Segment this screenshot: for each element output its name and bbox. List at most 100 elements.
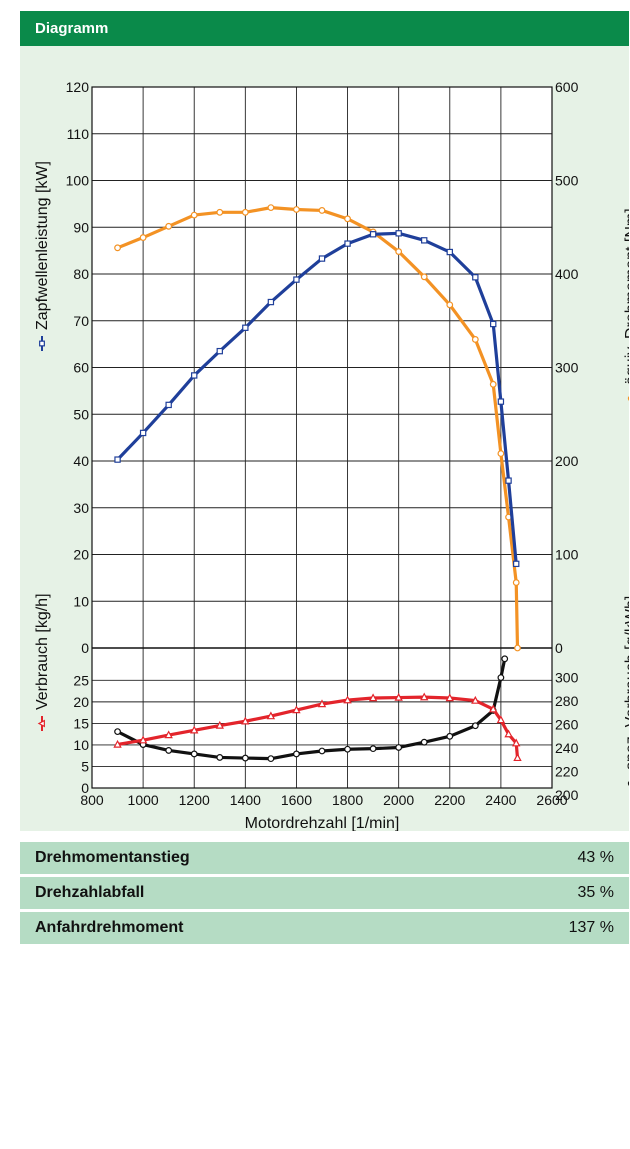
y2-tick-label: 0 [555, 640, 563, 656]
data-point [497, 674, 505, 681]
data-point [394, 692, 403, 701]
data-point [293, 206, 300, 213]
data-point [471, 695, 480, 704]
data-point [446, 248, 453, 256]
y-axis-title-right-bottom: spez. Verbrauch [g/kWh] [623, 596, 629, 787]
y-tick-label: 50 [73, 406, 89, 422]
data-point [343, 695, 352, 704]
x-tick-label: 1200 [179, 792, 210, 808]
y-tick-label: 60 [73, 360, 89, 376]
data-point [369, 231, 377, 238]
data-point [164, 730, 173, 739]
data-point [241, 754, 249, 762]
y-tick-label: 70 [73, 313, 89, 329]
data-point [241, 716, 250, 725]
data-point [241, 208, 249, 216]
x-tick-label: 2000 [383, 792, 414, 808]
data-point [215, 720, 224, 729]
data-point [490, 320, 497, 328]
data-point [395, 744, 403, 751]
y-tick-label: 110 [67, 126, 90, 142]
data-point [267, 204, 275, 212]
series-consumption [113, 692, 522, 762]
plot-frame [91, 86, 553, 789]
y2-tick-label: 600 [555, 79, 579, 95]
y-tick-label: 10 [73, 737, 89, 753]
x-tick-label: 2600 [536, 792, 567, 808]
data-point [39, 340, 45, 347]
data-point [513, 560, 520, 568]
data-point [446, 732, 454, 740]
data-point [627, 395, 629, 402]
data-point [421, 237, 428, 244]
stat-label: Drehmomentanstieg [35, 849, 190, 866]
data-point [37, 719, 45, 728]
stat-value: 35 % [577, 884, 614, 901]
data-point [190, 750, 198, 758]
data-point [165, 747, 173, 754]
axis-title-text: äquiv. Drehmoment [Nm] [623, 208, 629, 385]
data-point [497, 398, 505, 405]
engine-performance-chart: 0102030405060708090100110120010020030040… [34, 79, 629, 831]
data-point [165, 222, 173, 230]
data-point [267, 755, 275, 763]
y-tick-label: 20 [73, 547, 89, 563]
data-point [420, 738, 428, 746]
data-point [471, 722, 479, 730]
series-line [116, 658, 507, 761]
data-point [165, 401, 172, 409]
stat-value: 43 % [577, 849, 614, 866]
y2-tick-label: 400 [555, 266, 579, 282]
data-point [318, 207, 326, 214]
y2-tick-label: 260 [555, 717, 579, 733]
data-point [293, 750, 300, 758]
data-point [190, 725, 199, 734]
x-tick-label: 1800 [332, 792, 363, 808]
data-point [344, 240, 351, 247]
data-point [293, 276, 300, 283]
data-point [445, 693, 454, 702]
data-point [514, 644, 521, 652]
x-tick-label: 1000 [128, 792, 159, 808]
data-point [114, 728, 121, 736]
stat-row-torque-rise: Drehmomentanstieg 43 % [20, 842, 629, 874]
series-pto-power [114, 230, 520, 568]
data-point [420, 273, 428, 281]
data-point [216, 208, 224, 216]
stat-row-speed-drop: Drehzahlabfall 35 % [20, 877, 629, 909]
data-point [317, 699, 327, 708]
y2-tick-label: 100 [555, 547, 579, 563]
y-tick-label: 100 [66, 173, 90, 189]
chart-panel: 0 10 20 30 40 50 60 70 80 90 100 110 120 0 100 200 300 40… [20, 46, 629, 831]
data-point [420, 692, 429, 701]
y-axis-title-left-top: Zapfwellenleistung [kW] [34, 161, 51, 351]
y2-tick-label: 280 [555, 693, 579, 709]
data-point [216, 754, 224, 761]
y-tick-label: 120 [66, 79, 90, 95]
series-line [116, 206, 520, 649]
data-point [395, 230, 402, 237]
series-specific-consumption [114, 655, 509, 763]
plot-area [92, 87, 552, 788]
data-point [368, 693, 378, 702]
y2-tick-label: 500 [555, 173, 579, 189]
stat-row-starting-torque: Anfahrdrehmoment 137 % [20, 912, 629, 944]
y2-tick-label: 300 [555, 360, 579, 376]
stat-label: Anfahrdrehmoment [35, 919, 184, 936]
x-tick-label: 1400 [230, 792, 261, 808]
data-point [139, 429, 147, 437]
y-tick-label: 0 [81, 780, 89, 796]
y2-tick-label: 200 [555, 787, 579, 803]
data-point [505, 477, 512, 484]
y-tick-label: 10 [73, 593, 89, 609]
y-tick-label: 30 [73, 500, 89, 516]
y2-tick-label: 220 [555, 764, 579, 780]
data-point [344, 215, 351, 223]
data-point [114, 244, 121, 252]
x-tick-label: 800 [80, 792, 104, 808]
data-point [369, 745, 377, 753]
data-point [512, 738, 521, 747]
data-point [190, 211, 198, 219]
y-axis-title-left-bottom: Verbrauch [kg/h] [34, 593, 51, 731]
data-point [266, 711, 276, 720]
